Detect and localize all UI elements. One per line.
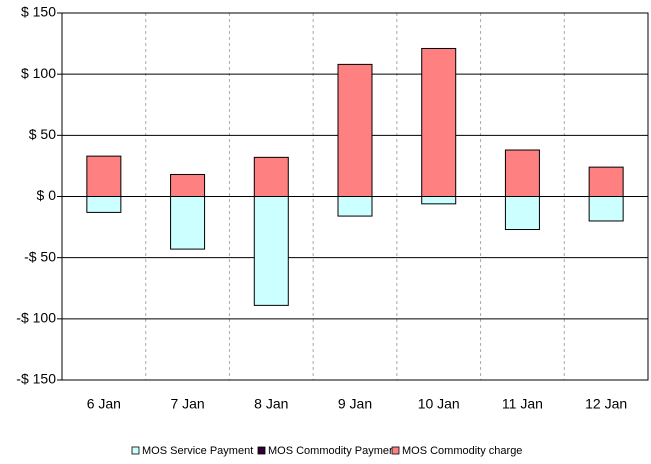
legend-swatch — [391, 446, 400, 455]
y-tick-label: $ 0 — [37, 187, 57, 203]
bar — [170, 173, 206, 197]
bar — [253, 196, 289, 306]
y-tick-label: -$ 150 — [16, 371, 56, 387]
x-tick-label: 7 Jan — [170, 396, 204, 412]
bar — [253, 156, 289, 197]
legend-swatch — [257, 446, 266, 455]
x-tick-label: 11 Jan — [502, 396, 543, 412]
legend-label: MOS Commodity charge — [402, 445, 522, 457]
bar — [86, 155, 122, 198]
bar — [588, 166, 624, 197]
y-tick-label: $ 150 — [21, 4, 56, 20]
x-tick-label: 12 Jan — [585, 396, 627, 412]
y-tick-label: -$ 100 — [16, 310, 56, 326]
y-tick-label: $ 50 — [29, 126, 56, 142]
bar — [421, 47, 457, 197]
legend-label: MOS Commodity Payment — [268, 445, 398, 457]
legend-label: MOS Service Payment — [142, 445, 253, 457]
bar — [588, 196, 624, 222]
x-tick-label: 10 Jan — [418, 396, 460, 412]
x-tick-label: 8 Jan — [254, 396, 288, 412]
y-tick-label: $ 100 — [21, 65, 56, 81]
x-tick-label: 9 Jan — [338, 396, 372, 412]
y-tick-label: -$ 50 — [24, 248, 56, 264]
bar — [170, 196, 206, 250]
bar — [337, 63, 373, 197]
bar — [504, 149, 540, 198]
x-tick-label: 6 Jan — [87, 396, 121, 412]
bar — [337, 196, 373, 217]
bar — [504, 196, 540, 231]
bar — [86, 196, 122, 213]
legend-swatch — [131, 446, 140, 455]
bar — [421, 196, 457, 205]
